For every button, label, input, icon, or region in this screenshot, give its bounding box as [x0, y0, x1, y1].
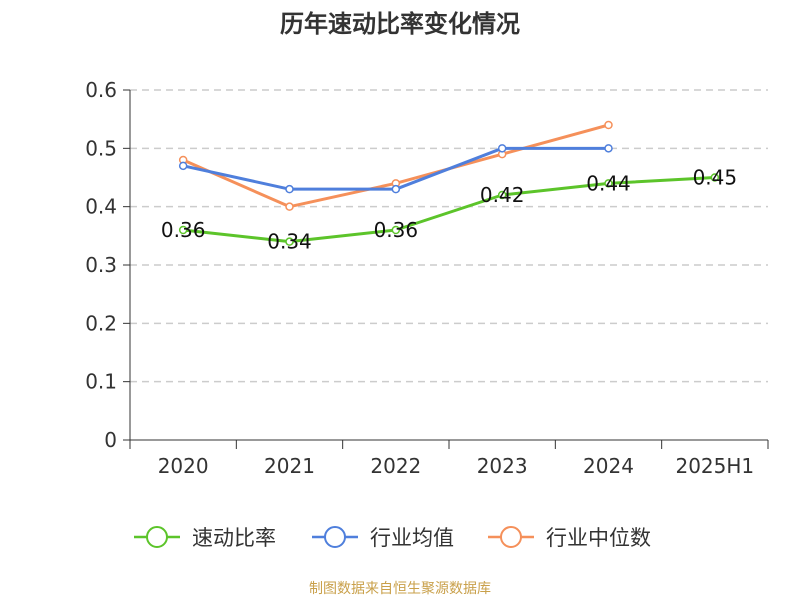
legend-label: 速动比率	[192, 526, 276, 550]
data-point	[391, 225, 401, 235]
y-tick-label: 0.2	[85, 311, 117, 335]
data-label: 0.36	[161, 218, 206, 242]
legend-marker	[324, 526, 346, 548]
y-tick-label: 0.3	[85, 253, 117, 277]
data-point	[710, 173, 720, 182]
data-point	[497, 144, 507, 153]
data-point	[604, 120, 613, 130]
y-tick-label: 0.6	[85, 78, 117, 102]
series-line	[183, 176, 715, 244]
chart-title: 历年速动比率变化情况	[280, 10, 520, 38]
x-tick-label: 2024	[583, 454, 634, 478]
legend-marker	[500, 526, 522, 548]
legend-label: 行业均值	[370, 526, 454, 550]
x-tick-label: 2023	[477, 454, 528, 478]
data-point	[604, 179, 613, 188]
data-label: 0.42	[480, 183, 525, 207]
data-label: 0.34	[267, 230, 312, 254]
legend: 速动比率 行业均值 行业中位数	[134, 526, 651, 550]
data-point	[391, 184, 401, 194]
x-tick-label: 2022	[370, 454, 421, 478]
data-label: 0.45	[693, 166, 738, 190]
data-point	[285, 202, 294, 211]
data-point	[178, 225, 188, 235]
data-point	[178, 161, 188, 171]
y-tick-label: 0.5	[85, 136, 117, 160]
data-point	[497, 190, 507, 200]
axes: 0 0.1 0.2 0.3 0.4 0.5 0.6 2020 2021 2022 2023 2024 2…	[85, 78, 769, 478]
data-point	[604, 144, 613, 153]
legend-label: 行业中位数	[546, 526, 651, 550]
data-label: 0.44	[586, 171, 631, 195]
gridlines	[130, 89, 768, 383]
source-note: 制图数据来自恒生聚源数据库	[309, 581, 491, 597]
series-lines	[178, 120, 720, 246]
series-line	[182, 123, 609, 209]
y-tick-label: 0.1	[85, 370, 117, 394]
y-tick-label: 0	[104, 428, 117, 452]
x-tick-label: 2021	[264, 454, 315, 478]
y-tick-label: 0.4	[85, 195, 117, 219]
legend-marker	[146, 526, 168, 548]
data-label: 0.36	[374, 218, 419, 242]
data-labels: 0.36 0.34 0.36 0.42 0.44 0.45	[161, 166, 737, 254]
data-point	[285, 237, 294, 246]
x-tick-label: 2025H1	[675, 454, 754, 478]
x-tick-label: 2020	[158, 454, 209, 478]
data-point	[285, 184, 294, 194]
